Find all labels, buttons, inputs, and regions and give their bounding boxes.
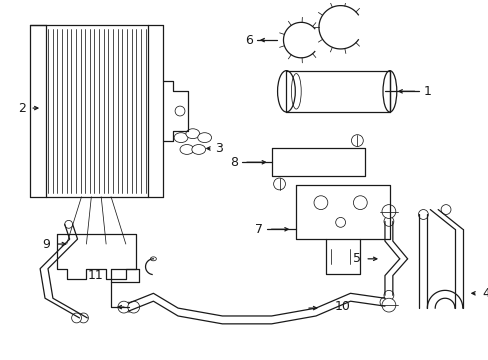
Circle shape (381, 204, 395, 219)
Circle shape (381, 298, 395, 312)
Ellipse shape (150, 257, 156, 261)
Ellipse shape (185, 129, 199, 139)
Circle shape (379, 297, 389, 307)
Ellipse shape (197, 133, 211, 143)
Text: 4: 4 (482, 287, 488, 300)
Ellipse shape (180, 144, 193, 154)
Circle shape (440, 204, 450, 215)
Text: 9: 9 (42, 238, 50, 251)
Text: 8: 8 (230, 156, 238, 169)
Text: 7: 7 (254, 223, 263, 236)
Text: 1: 1 (423, 85, 430, 98)
Circle shape (71, 313, 81, 323)
Ellipse shape (191, 144, 205, 154)
Text: 5: 5 (353, 252, 361, 265)
Circle shape (383, 291, 393, 300)
Ellipse shape (174, 133, 187, 143)
Text: 2: 2 (19, 102, 26, 114)
Circle shape (273, 178, 285, 190)
Circle shape (127, 301, 140, 313)
Ellipse shape (382, 71, 396, 112)
Circle shape (64, 220, 73, 228)
Circle shape (123, 302, 133, 312)
Ellipse shape (277, 71, 295, 112)
Text: 10: 10 (334, 300, 350, 312)
Circle shape (383, 216, 393, 226)
Text: 11: 11 (87, 269, 103, 282)
Circle shape (79, 313, 88, 323)
Text: 6: 6 (244, 33, 252, 46)
Circle shape (351, 135, 363, 147)
Circle shape (418, 210, 427, 219)
Text: 3: 3 (215, 142, 223, 155)
Circle shape (118, 301, 129, 313)
